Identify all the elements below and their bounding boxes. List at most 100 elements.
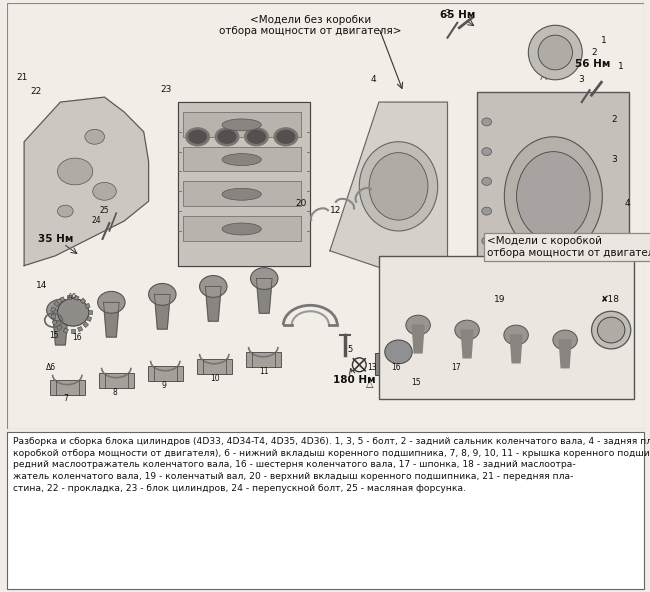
Text: 5: 5 (348, 345, 353, 354)
Text: Δ6: Δ6 (46, 363, 56, 372)
Text: <Модели без коробки
отбора мощности от двигателя>: <Модели без коробки отбора мощности от д… (219, 15, 402, 37)
Ellipse shape (85, 129, 105, 144)
Text: 13: 13 (367, 363, 377, 372)
Polygon shape (103, 303, 119, 337)
Ellipse shape (188, 130, 207, 143)
Text: 3: 3 (611, 155, 617, 163)
FancyBboxPatch shape (6, 432, 644, 589)
Bar (57, 325, 62, 330)
Ellipse shape (504, 325, 528, 345)
Bar (183, 181, 300, 206)
Polygon shape (205, 287, 221, 321)
Ellipse shape (218, 130, 236, 143)
Text: 8: 8 (112, 388, 117, 397)
Bar (83, 322, 88, 327)
Bar (88, 310, 92, 314)
Bar (86, 316, 92, 321)
Ellipse shape (93, 182, 116, 200)
Text: Разборка и сборка блока цилиндров (4D33, 4D34-T4, 4D35, 4D36). 1, 3, 5 - болт, 2: Разборка и сборка блока цилиндров (4D33,… (13, 437, 650, 493)
Ellipse shape (57, 298, 89, 326)
Text: 180 Нм: 180 Нм (333, 375, 376, 385)
Text: 24: 24 (92, 216, 101, 225)
Ellipse shape (482, 118, 491, 126)
Ellipse shape (222, 223, 261, 235)
Bar (67, 295, 72, 300)
Text: 3: 3 (445, 9, 450, 18)
Text: 16: 16 (392, 363, 401, 372)
Bar (375, 353, 381, 375)
Text: 56 Нм: 56 Нм (575, 59, 610, 69)
Ellipse shape (482, 237, 491, 245)
Polygon shape (330, 102, 447, 291)
Bar (77, 326, 83, 332)
Ellipse shape (57, 205, 73, 217)
Text: 3: 3 (578, 75, 584, 84)
Ellipse shape (98, 291, 125, 313)
Text: 21: 21 (16, 73, 28, 82)
Text: 10: 10 (211, 374, 220, 382)
Text: 2: 2 (592, 47, 597, 56)
Text: 4: 4 (625, 199, 630, 208)
Ellipse shape (222, 119, 261, 131)
Ellipse shape (482, 266, 491, 275)
Ellipse shape (553, 330, 577, 350)
Ellipse shape (517, 152, 590, 241)
Ellipse shape (538, 35, 573, 70)
Text: ✘18: ✘18 (601, 295, 620, 304)
Ellipse shape (244, 128, 268, 146)
Ellipse shape (385, 340, 412, 363)
Polygon shape (510, 335, 522, 363)
Polygon shape (53, 310, 68, 345)
Text: 14: 14 (36, 281, 47, 291)
Text: 17: 17 (451, 363, 461, 372)
Text: 19: 19 (493, 295, 505, 304)
Text: 1: 1 (618, 62, 624, 72)
Ellipse shape (528, 25, 582, 80)
Text: 16: 16 (72, 333, 82, 342)
Text: 22: 22 (30, 87, 41, 96)
Ellipse shape (455, 320, 479, 340)
Bar (379, 256, 634, 400)
Text: 15: 15 (49, 331, 59, 340)
Text: 2: 2 (611, 115, 617, 124)
Ellipse shape (222, 154, 261, 166)
Text: <Модели с коробкой
отбора мощности от двигателя>: <Модели с коробкой отбора мощности от дв… (487, 236, 650, 258)
Bar (54, 301, 59, 307)
Text: 20: 20 (296, 199, 307, 208)
Bar (74, 295, 79, 301)
Text: 1: 1 (601, 36, 607, 44)
Polygon shape (412, 325, 424, 353)
Ellipse shape (482, 147, 491, 156)
Text: △: △ (366, 378, 374, 388)
Bar (148, 366, 183, 381)
Text: 35 Нм: 35 Нм (38, 234, 73, 244)
Polygon shape (462, 330, 473, 358)
Text: 65 Нм: 65 Нм (439, 10, 475, 20)
Ellipse shape (274, 128, 298, 146)
Ellipse shape (482, 207, 491, 215)
Ellipse shape (186, 128, 209, 146)
Text: 23: 23 (161, 85, 172, 94)
Ellipse shape (248, 130, 265, 143)
Polygon shape (24, 97, 149, 266)
Bar (80, 298, 86, 304)
Ellipse shape (359, 141, 437, 231)
Polygon shape (178, 102, 310, 266)
Bar (52, 320, 57, 325)
Ellipse shape (47, 300, 74, 321)
Ellipse shape (597, 317, 625, 343)
Bar (196, 359, 232, 374)
Text: 4: 4 (371, 75, 377, 84)
Ellipse shape (57, 158, 93, 185)
Text: 9: 9 (161, 381, 166, 390)
Bar (49, 379, 85, 394)
Text: Δ6: Δ6 (68, 294, 77, 300)
Ellipse shape (200, 275, 227, 297)
Bar (477, 92, 629, 291)
Ellipse shape (369, 153, 428, 220)
Text: 7: 7 (63, 394, 68, 403)
Bar (72, 329, 75, 333)
Bar (183, 216, 300, 241)
Polygon shape (155, 294, 170, 329)
Ellipse shape (222, 188, 261, 200)
